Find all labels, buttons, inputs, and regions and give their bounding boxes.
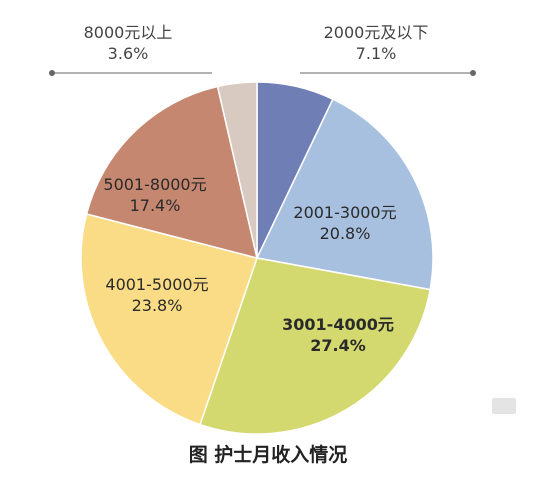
pie-slices [80, 81, 434, 435]
blurred-watermark [492, 398, 516, 414]
callout-dot-5 [49, 70, 55, 76]
slice-label-0: 2000元及以下 [324, 23, 429, 42]
pie-slice-3001-4000-2 [199, 257, 432, 435]
callout-dot-0 [470, 70, 476, 76]
slice-value-1: 20.8% [320, 224, 371, 243]
pie-slice-4001-5000-3 [80, 213, 258, 426]
slice-value-2: 27.4% [310, 336, 366, 355]
slice-value-5: 3.6% [108, 44, 149, 63]
slice-value-3: 23.8% [132, 296, 183, 315]
slice-label-3: 4001-5000元 [105, 275, 208, 294]
slice-label-5: 8000元以上 [84, 23, 173, 42]
slice-value-0: 7.1% [356, 44, 397, 63]
slice-value-4: 17.4% [130, 196, 181, 215]
slice-labels: 2000元及以下 7.1% 2001-3000元 20.8% 3001-4000元 27.… [84, 23, 429, 355]
chart-title: 图 护士月收入情况 [189, 443, 348, 466]
callout-lines [49, 70, 476, 76]
slice-label-1: 2001-3000元 [293, 203, 396, 222]
pie-slice-2001-3000-1 [255, 98, 434, 291]
pie-slice-5001-8000-4 [85, 85, 259, 260]
slice-label-4: 5001-8000元 [103, 175, 206, 194]
slice-label-2: 3001-4000元 [282, 315, 394, 334]
pie-slice-8000-5 [216, 81, 258, 259]
